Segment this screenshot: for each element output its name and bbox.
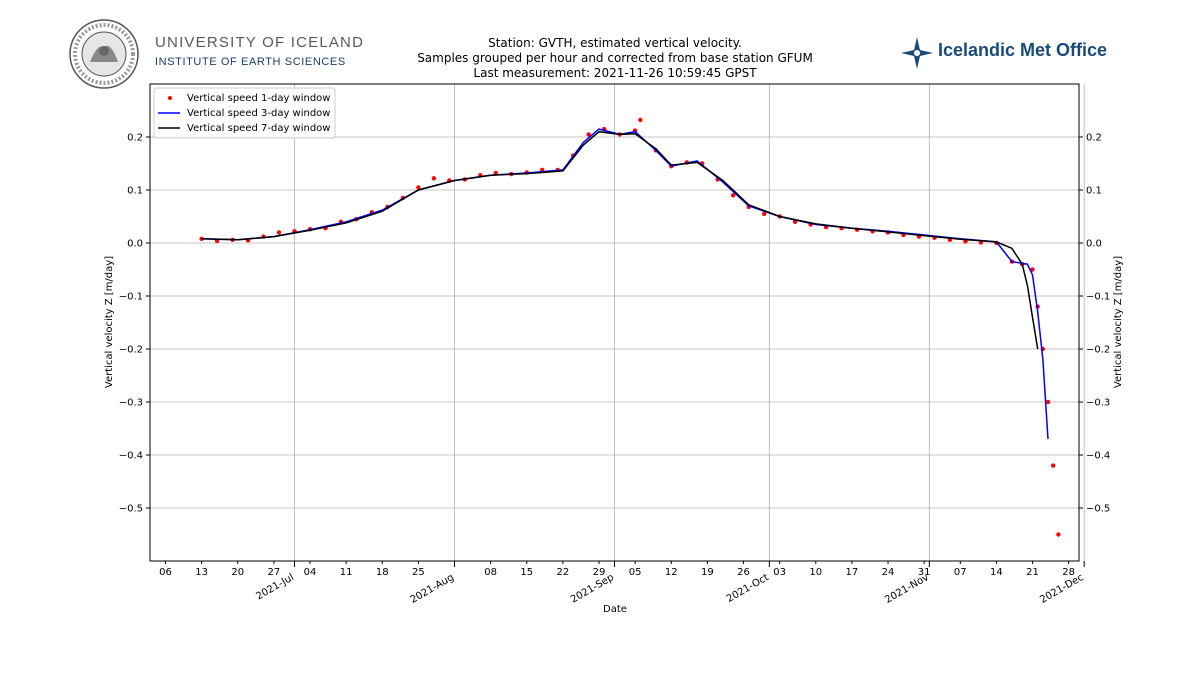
chart-title-line-3: Last measurement: 2021-11-26 10:59:45 GP… — [473, 66, 757, 80]
data-point-1day — [638, 117, 643, 123]
series-line-3day — [201, 128, 1049, 440]
y-tick-label-right: 0.1 — [1086, 186, 1102, 197]
x-minor-tick-label: 17 — [846, 567, 859, 578]
x-minor-tick-label: 11 — [340, 567, 353, 578]
x-minor-tick-label: 15 — [520, 567, 533, 578]
x-minor-tick-label: 21 — [1026, 567, 1039, 578]
y-tick-label-right: −0.5 — [1086, 504, 1110, 515]
met-office-logo-icon — [901, 37, 933, 69]
met-office-name: Icelandic Met Office — [938, 40, 1108, 60]
y-tick-label-left: −0.4 — [119, 451, 143, 462]
x-minor-tick-label: 26 — [737, 567, 750, 578]
x-minor-tick-label: 03 — [773, 567, 786, 578]
data-point-1day — [276, 230, 282, 235]
chart-title-line-2: Samples grouped per hour and corrected f… — [417, 51, 813, 65]
data-point-1day — [762, 211, 767, 217]
series-line-7day — [201, 130, 1039, 350]
x-minor-tick-label: 12 — [665, 567, 678, 578]
series-layer — [199, 117, 1061, 537]
y-tick-label-left: 0.2 — [127, 133, 143, 144]
x-minor-tick-label: 20 — [231, 567, 244, 578]
x-minor-tick-label: 06 — [159, 567, 172, 578]
data-point-1day — [731, 193, 736, 198]
y-tick-label-left: 0.1 — [127, 186, 143, 197]
y-tick-label-left: 0.0 — [127, 239, 143, 250]
x-minor-tick-label: 07 — [954, 567, 967, 578]
x-minor-tick-label: 25 — [412, 567, 425, 578]
legend-label-1day: Vertical speed 1-day window — [187, 93, 330, 104]
x-minor-tick-label: 24 — [882, 567, 895, 578]
data-point-1day — [1051, 463, 1056, 468]
x-minor-tick-label: 22 — [557, 567, 570, 578]
x-minor-tick-label: 31 — [918, 567, 931, 578]
y-tick-label-left: −0.5 — [119, 504, 143, 515]
legend-label-3day: Vertical speed 3-day window — [187, 108, 330, 119]
y-axis-label-left: Vertical velocity Z [m/day] — [104, 256, 115, 388]
legend-marker-1day — [168, 96, 172, 100]
legend-frame — [153, 87, 336, 139]
data-point-1day — [1056, 532, 1061, 537]
x-minor-tick-label: 13 — [195, 567, 208, 578]
institute-name: INSTITUTE OF EARTH SCIENCES — [155, 56, 346, 68]
data-point-1day — [1045, 399, 1051, 405]
y-tick-label-left: −0.1 — [119, 292, 143, 303]
university-seal-icon — [69, 19, 139, 89]
data-point-1day — [586, 132, 591, 137]
x-minor-tick-label: 18 — [376, 567, 389, 578]
x-minor-tick-label: 10 — [809, 567, 822, 578]
grid-layer — [150, 84, 1085, 561]
data-point-1day — [431, 176, 437, 181]
data-point-1day — [416, 185, 421, 190]
y-tick-label-right: −0.4 — [1086, 451, 1110, 462]
x-minor-tick-label: 19 — [701, 567, 714, 578]
x-minor-tick-label: 27 — [267, 567, 280, 578]
y-tick-label-right: −0.3 — [1086, 398, 1110, 409]
x-minor-tick-label: 14 — [990, 567, 1003, 578]
y-tick-label-right: −0.2 — [1086, 345, 1110, 356]
legend: Vertical speed 1-day window Vertical spe… — [153, 87, 336, 139]
y-tick-label-right: 0.0 — [1086, 239, 1102, 250]
x-minor-tick-label: 04 — [304, 567, 317, 578]
x-minor-tick-label: 08 — [484, 567, 497, 578]
y-tick-label-left: −0.3 — [119, 398, 143, 409]
x-minor-tick-label: 28 — [1062, 567, 1075, 578]
university-name: UNIVERSITY OF ICELAND — [155, 34, 365, 51]
x-minor-tick-label: 05 — [629, 567, 642, 578]
chart-title: Station: GVTH, estimated vertical veloci… — [365, 36, 865, 81]
x-minor-tick-label: 29 — [593, 567, 606, 578]
y-tick-label-right: −0.1 — [1086, 292, 1110, 303]
data-point-1day — [1030, 267, 1035, 272]
chart-title-line-1: Station: GVTH, estimated vertical veloci… — [488, 36, 742, 50]
legend-label-7day: Vertical speed 7-day window — [187, 123, 330, 134]
x-axis-label: Date — [603, 604, 627, 615]
y-axis-label-right: Vertical velocity Z [m/day] — [1113, 256, 1124, 388]
header: UNIVERSITY OF ICELAND INSTITUTE OF EARTH… — [0, 0, 1200, 89]
y-tick-label-left: −0.2 — [119, 345, 143, 356]
y-tick-label-right: 0.2 — [1086, 133, 1102, 144]
